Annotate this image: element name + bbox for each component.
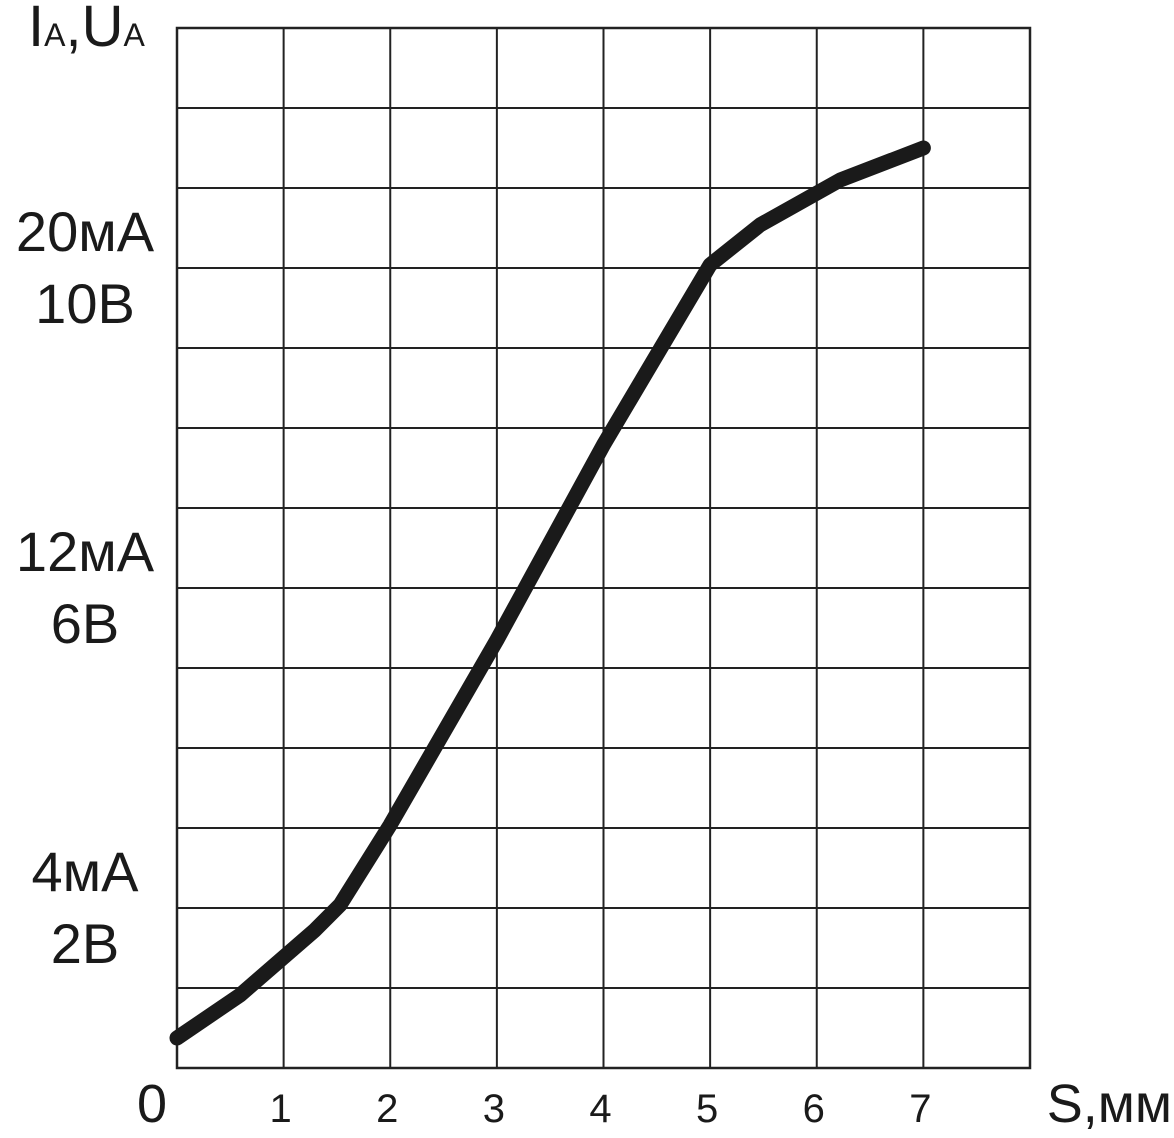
y-axis-label-sub: A (123, 17, 145, 53)
y-axis-label-part: ,U (65, 0, 123, 59)
y-axis-label-sub: A (44, 17, 66, 53)
x-tick-label: 2 (376, 1087, 398, 1131)
x-tick-label: 4 (589, 1087, 611, 1131)
y-axis-label: IA,UA (28, 0, 145, 59)
x-tick-label: 7 (909, 1087, 931, 1131)
x-tick-label: 5 (696, 1087, 718, 1131)
data-line (169, 140, 931, 1046)
y-axis-label-part: I (28, 0, 44, 59)
y-tick-label: 20мА 10В (15, 200, 155, 335)
x-tick-label: 3 (483, 1087, 505, 1131)
x-axis-label: S,мм (1047, 1074, 1172, 1134)
x-tick-label: 6 (803, 1087, 825, 1131)
y-tick-label: 4мА 2В (31, 840, 139, 975)
x-tick-label: 1 (270, 1087, 292, 1131)
x-tick-label: 0 (137, 1074, 167, 1134)
y-tick-label: 12мА 6В (15, 520, 155, 655)
